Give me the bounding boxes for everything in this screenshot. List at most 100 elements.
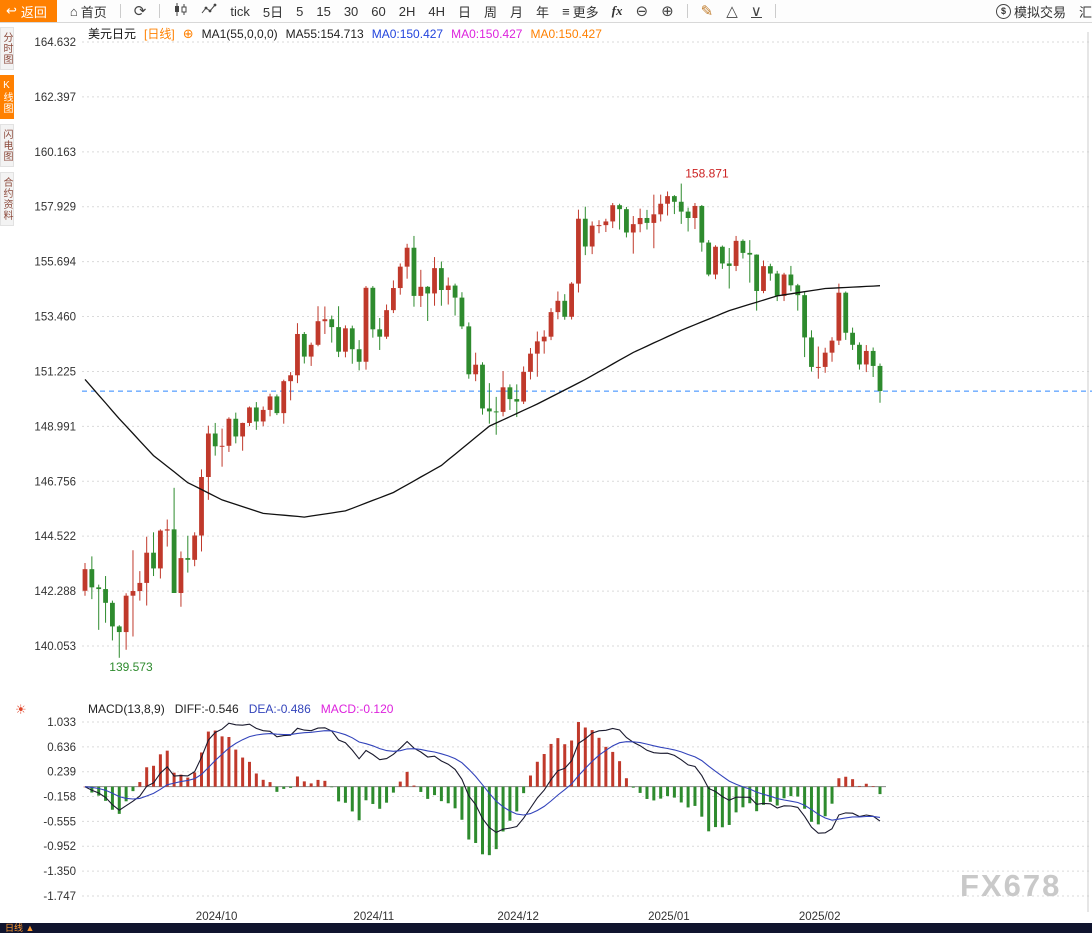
- timeframe-month-button[interactable]: 月: [510, 4, 524, 20]
- svg-text:139.573: 139.573: [109, 660, 153, 674]
- timeframe-year-button[interactable]: 年: [536, 4, 550, 20]
- more-button[interactable]: ≡ 更多: [562, 3, 599, 20]
- home-button[interactable]: ⌂ 首页: [69, 3, 107, 20]
- timeframe-5day-button[interactable]: 5日: [262, 4, 284, 20]
- grid-lines: [82, 32, 1092, 912]
- ma-param-label: MA1(55,0,0,0): [201, 26, 278, 41]
- timeframe-day-button[interactable]: 日: [458, 4, 472, 20]
- triangle-tool-button[interactable]: △: [726, 4, 738, 19]
- svg-text:158.871: 158.871: [685, 167, 729, 181]
- macd-dea-label: DEA:-0.486: [248, 702, 311, 716]
- svg-text:151.225: 151.225: [34, 366, 76, 378]
- macd-macd-label: MACD:-0.120: [320, 702, 394, 716]
- svg-text:2025/01: 2025/01: [648, 911, 690, 923]
- timeframe-2h-button[interactable]: 2H: [398, 3, 416, 19]
- back-button[interactable]: ↩ 返回: [0, 0, 57, 22]
- timeframe-30-button[interactable]: 30: [343, 3, 359, 19]
- svg-text:162.397: 162.397: [34, 92, 76, 104]
- svg-text:142.288: 142.288: [34, 586, 76, 598]
- indicator-add-icon[interactable]: ⊕: [182, 25, 194, 41]
- svg-text:2024/12: 2024/12: [497, 911, 539, 923]
- timeframe-tick-button[interactable]: tick: [230, 3, 250, 19]
- timeframe-week-button[interactable]: 周: [484, 4, 498, 20]
- macd-param-label: MACD(13,8,9): [88, 702, 165, 716]
- chart-canvas[interactable]: 164.632 162.397 160.163 157.929 155.694 153.4…: [14, 22, 1092, 933]
- ma0-magenta-label: MA0:150.427: [451, 26, 523, 41]
- timeframe-15-button[interactable]: 15: [316, 3, 331, 19]
- timeframe-4h-button[interactable]: 4H: [428, 3, 445, 19]
- sidebar-tab-kline[interactable]: K线图: [0, 75, 14, 119]
- refresh-button[interactable]: ⟳: [134, 4, 147, 19]
- macd-settings-icon[interactable]: ☀: [15, 702, 27, 717]
- arc-icon: ∨: [750, 2, 762, 20]
- toolbar-separator: [159, 4, 161, 18]
- macd-histogram: [83, 722, 882, 856]
- ma55-line: [84, 285, 881, 518]
- chart-header: 美元日元 [日线] ⊕ MA1(55,0,0,0) MA55:154.713 M…: [88, 25, 602, 42]
- bottom-status-bar: 日线 ▲: [0, 923, 1092, 933]
- zoom-out-button[interactable]: ⊖: [636, 4, 649, 19]
- macd-dea-line: [84, 730, 881, 821]
- macd-diff-line: [84, 722, 881, 834]
- svg-text:2025/02: 2025/02: [799, 911, 841, 923]
- timeframe-5-button[interactable]: 5: [296, 3, 304, 19]
- period-selector[interactable]: 日线 ▲: [5, 923, 35, 933]
- arc-tool-button[interactable]: ∨: [750, 2, 762, 20]
- toolbar-separator: [774, 4, 776, 18]
- svg-text:-0.555: -0.555: [43, 816, 76, 828]
- svg-text:0.239: 0.239: [47, 767, 76, 779]
- ma0-blue-label: MA0:150.427: [371, 26, 444, 41]
- sidebar-tab-lightning[interactable]: 闪电图: [0, 124, 14, 167]
- svg-text:2024/11: 2024/11: [353, 911, 394, 923]
- chart-type-sidebar: 分时图 K线图 闪电图 合约资料: [0, 23, 14, 226]
- dollar-icon: $: [995, 3, 1011, 19]
- svg-text:1.033: 1.033: [47, 717, 76, 729]
- candlestick-view-button[interactable]: [173, 2, 188, 20]
- home-icon: ⌂: [69, 3, 78, 19]
- sidebar-tab-contract-info[interactable]: 合约资料: [0, 172, 14, 226]
- timeframe-60-button[interactable]: 60: [371, 3, 386, 19]
- triangle-icon: △: [726, 2, 738, 20]
- svg-text:144.522: 144.522: [34, 531, 76, 543]
- svg-text:140.053: 140.053: [34, 641, 76, 653]
- ma55-value-label: MA55:154.713: [285, 26, 364, 41]
- y-axis-labels: 164.632 162.397 160.163 157.929 155.694 153.4…: [34, 37, 76, 653]
- price-annotations: 158.871 139.573: [109, 167, 729, 674]
- macd-axis-labels: 1.033 0.636 0.239 -0.158 -0.555 -0.952 -1.350 -…: [43, 717, 76, 903]
- svg-text:148.991: 148.991: [34, 421, 76, 433]
- toolbar-separator: [686, 4, 688, 18]
- macd-header: MACD(13,8,9) DIFF:-0.546 DEA:-0.486 MACD…: [88, 702, 393, 716]
- zoom-in-button[interactable]: ⊕: [661, 4, 674, 19]
- svg-text:146.756: 146.756: [34, 476, 76, 488]
- svg-text:-1.747: -1.747: [43, 891, 76, 903]
- symbol-name: 美元日元: [88, 27, 137, 41]
- candlestick-chart-icon: [175, 3, 187, 16]
- clipped-right-button[interactable]: 汇: [1078, 4, 1092, 20]
- svg-text:160.163: 160.163: [34, 147, 76, 159]
- svg-text:153.460: 153.460: [34, 312, 76, 324]
- toolbar-separator: [119, 4, 121, 18]
- svg-text:155.694: 155.694: [34, 257, 76, 269]
- toolbar: ↩ 返回 ⌂ 首页 ⟳ tick 5日 5 15 30 60 2H 4H 日 周 月…: [0, 0, 1092, 23]
- svg-text:164.632: 164.632: [34, 37, 76, 49]
- svg-text:2024/10: 2024/10: [196, 911, 238, 923]
- pencil-icon: ✎: [700, 2, 714, 20]
- macd-diff-label: DIFF:-0.546: [174, 702, 239, 716]
- back-arrow-icon: ↩: [6, 3, 17, 18]
- svg-text:157.929: 157.929: [34, 202, 76, 214]
- candlestick-series[interactable]: [82, 183, 883, 658]
- sidebar-tab-timeshare[interactable]: 分时图: [0, 27, 14, 70]
- formula-fx-button[interactable]: fx: [611, 3, 623, 18]
- sim-trade-button[interactable]: $ 模拟交易: [995, 2, 1066, 21]
- x-axis-labels: 2024/10 2024/11 2024/12 2025/01 2025/02: [196, 911, 841, 923]
- line-chart-icon: [201, 3, 217, 14]
- zoom-out-icon: ⊖: [635, 2, 649, 20]
- refresh-icon: ⟳: [133, 2, 147, 20]
- svg-text:0.636: 0.636: [47, 742, 76, 754]
- ma0-orange-label: MA0:150.427: [530, 26, 602, 41]
- period-tag[interactable]: [日线]: [144, 27, 175, 41]
- draw-tool-button[interactable]: ✎: [701, 4, 714, 19]
- line-view-button[interactable]: [201, 2, 217, 20]
- svg-text:-0.952: -0.952: [43, 841, 76, 853]
- menu-icon: ≡: [562, 3, 570, 19]
